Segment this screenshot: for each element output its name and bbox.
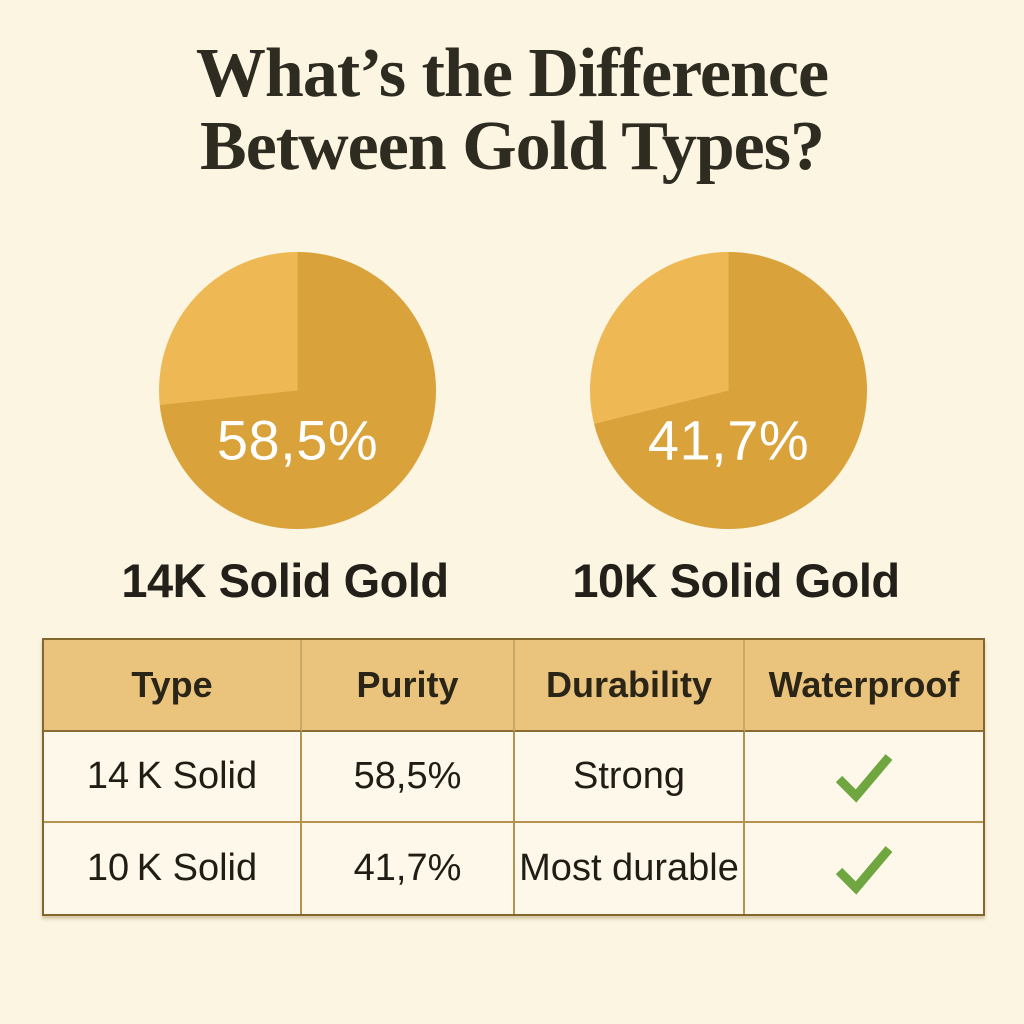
column-header-waterproof: Waterproof (745, 640, 983, 732)
pie-value-label-10k: 41,7% (647, 408, 810, 472)
cell-waterproof-14k (745, 732, 983, 823)
cell-waterproof-10k (745, 823, 983, 914)
page-title-line-2: Between Gold Types? (200, 107, 825, 185)
cell-purity-10k: 41,7% (302, 823, 515, 914)
pie-chart-14k-solid-gold: 58,5% (159, 252, 436, 529)
column-header-type: Type (44, 640, 302, 732)
checkmark-icon (835, 845, 893, 895)
pie-caption-14k: 14K Solid Gold (121, 554, 449, 607)
cell-type-14k: 14 K Solid (44, 732, 302, 823)
pie-chart-10k-solid-gold: 41,7% (590, 252, 867, 529)
column-header-purity: Purity (302, 640, 515, 732)
cell-durability-14k: Strong (515, 732, 745, 823)
column-header-durability: Durability (515, 640, 745, 732)
checkmark-icon (835, 753, 893, 803)
cell-purity-14k: 58,5% (302, 732, 515, 823)
pie-caption-10k: 10K Solid Gold (572, 554, 900, 607)
pie-value-label-14k: 58,5% (216, 408, 379, 472)
cell-type-10k: 10 K Solid (44, 823, 302, 914)
page-title: What’s the Difference Between Gold Types… (0, 35, 1024, 185)
cell-durability-10k: Most durable (515, 823, 745, 914)
comparison-table: Type Purity Durability Waterproof 14 K S… (42, 638, 985, 916)
page-title-line-1: What’s the Difference (195, 35, 829, 112)
